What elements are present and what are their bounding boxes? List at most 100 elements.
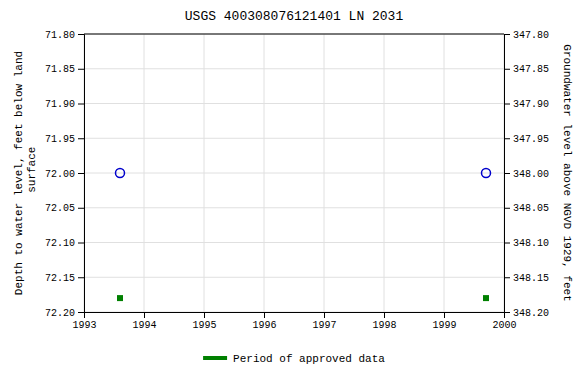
tick-label: 347.85 xyxy=(513,64,549,75)
tick-label: 72.20 xyxy=(45,308,75,319)
tick-label: 72.15 xyxy=(45,273,75,284)
tick: 348.15 xyxy=(504,273,549,284)
grid-line-y xyxy=(84,138,504,139)
y-axis-title: Depth to water level, feet below land su… xyxy=(13,51,38,295)
tick: 348.05 xyxy=(504,203,549,214)
y-axis: 71.80 71.85 71.90 71.95 72.00 72.05 72.10 72.15… xyxy=(45,30,85,319)
tick-mark xyxy=(78,208,84,209)
tick-label: 71.80 xyxy=(45,30,75,41)
axis-line xyxy=(85,313,505,319)
tick: 71.85 xyxy=(45,64,84,75)
tick-label: 347.80 xyxy=(513,30,549,41)
tick-mark xyxy=(78,104,84,105)
frame xyxy=(84,34,504,35)
grid-line-y xyxy=(84,173,504,174)
tick-mark xyxy=(444,312,445,318)
tick-mark xyxy=(78,173,84,174)
marks xyxy=(116,169,491,302)
tick: 347.95 xyxy=(504,134,549,145)
tick-label: 348.15 xyxy=(513,273,549,284)
axis-line xyxy=(78,35,85,313)
tick-label: 72.00 xyxy=(45,169,75,180)
tick-mark xyxy=(504,34,510,35)
tick-mark xyxy=(78,34,84,35)
tick-label: 1999 xyxy=(432,320,456,331)
grid-line-y xyxy=(84,68,504,69)
title: USGS 400308076121401 LN 2031 xyxy=(185,9,404,24)
tick-mark xyxy=(204,312,205,318)
tick-mark xyxy=(78,277,84,278)
tick: 1997 xyxy=(312,312,336,331)
tick-label: 71.95 xyxy=(45,134,75,145)
series xyxy=(117,295,489,301)
tick: 72.05 xyxy=(45,203,84,214)
tick-mark xyxy=(78,312,84,313)
tick-mark xyxy=(78,69,84,70)
chart: 1993199419951996199719981999200071.8071.… xyxy=(0,0,576,384)
tick: 348.10 xyxy=(504,238,549,249)
grid-line-y xyxy=(84,103,504,104)
tick-label: 72.05 xyxy=(45,203,75,214)
tick-label: 2000 xyxy=(492,320,516,331)
tick-mark xyxy=(504,243,510,244)
tick: 347.85 xyxy=(504,64,549,75)
tick: 348.20 xyxy=(504,308,549,319)
square-point xyxy=(117,295,123,301)
tick-mark xyxy=(264,312,265,318)
tick-mark xyxy=(324,312,325,318)
tick: 71.80 xyxy=(45,30,84,41)
legend-label: Period of approved data xyxy=(233,353,385,365)
tick: 72.10 xyxy=(45,238,84,249)
tick-mark xyxy=(504,312,510,313)
tick-label: 71.85 xyxy=(45,64,75,75)
x-axis: 1993 1994 1995 1996 1997 1998 1999 2000 xyxy=(72,312,516,331)
tick-label: 347.90 xyxy=(513,99,549,110)
tick: 1995 xyxy=(192,312,216,331)
tick-mark xyxy=(144,312,145,318)
tick: 72.20 xyxy=(45,308,84,319)
circle-point xyxy=(482,169,491,178)
y2-axis-title: Groundwater level above NGVD 1929, feet xyxy=(561,44,573,301)
tick: 71.95 xyxy=(45,134,84,145)
tick-label: 1993 xyxy=(72,320,96,331)
grid-line-y xyxy=(84,207,504,208)
tick-label: 1995 xyxy=(192,320,216,331)
grid-line-y xyxy=(84,242,504,243)
tick: 1999 xyxy=(432,312,456,331)
grid xyxy=(84,34,504,312)
tick-mark xyxy=(504,208,510,209)
tick-mark xyxy=(504,277,510,278)
circle-point xyxy=(116,169,125,178)
tick-mark xyxy=(504,69,510,70)
legend-item: Period of approved data xyxy=(203,353,385,365)
tick-mark xyxy=(504,104,510,105)
tick-label: 348.10 xyxy=(513,238,549,249)
tick-label: 1998 xyxy=(372,320,396,331)
tick: 72.00 xyxy=(45,169,84,180)
tick-mark xyxy=(78,138,84,139)
legend: Period of approved data xyxy=(203,353,385,365)
tick-mark xyxy=(504,173,510,174)
tick: 1994 xyxy=(132,312,156,331)
axis-line xyxy=(505,35,511,313)
tick: 1993 xyxy=(72,312,96,331)
tick: 1998 xyxy=(372,312,396,331)
grid-line-y xyxy=(84,277,504,278)
tick-label: 1994 xyxy=(132,320,156,331)
plot: 1993199419951996199719981999200071.8071.… xyxy=(45,30,549,331)
tick: 71.90 xyxy=(45,99,84,110)
tick: 347.80 xyxy=(504,30,549,41)
tick-label: 72.10 xyxy=(45,238,75,249)
tick-label: 71.90 xyxy=(45,99,75,110)
tick-label: 1997 xyxy=(312,320,336,331)
legend-swatch xyxy=(203,356,227,360)
square-point xyxy=(483,295,489,301)
grid-line-y xyxy=(84,34,504,35)
tick-label: 348.00 xyxy=(513,169,549,180)
tick-mark xyxy=(384,312,385,318)
series xyxy=(116,169,491,178)
tick: 1996 xyxy=(252,312,276,331)
tick-mark xyxy=(504,138,510,139)
y2-axis: 348.20 348.15 348.10 348.05 348.00 347.95 347.… xyxy=(504,30,549,319)
tick: 348.00 xyxy=(504,169,549,180)
